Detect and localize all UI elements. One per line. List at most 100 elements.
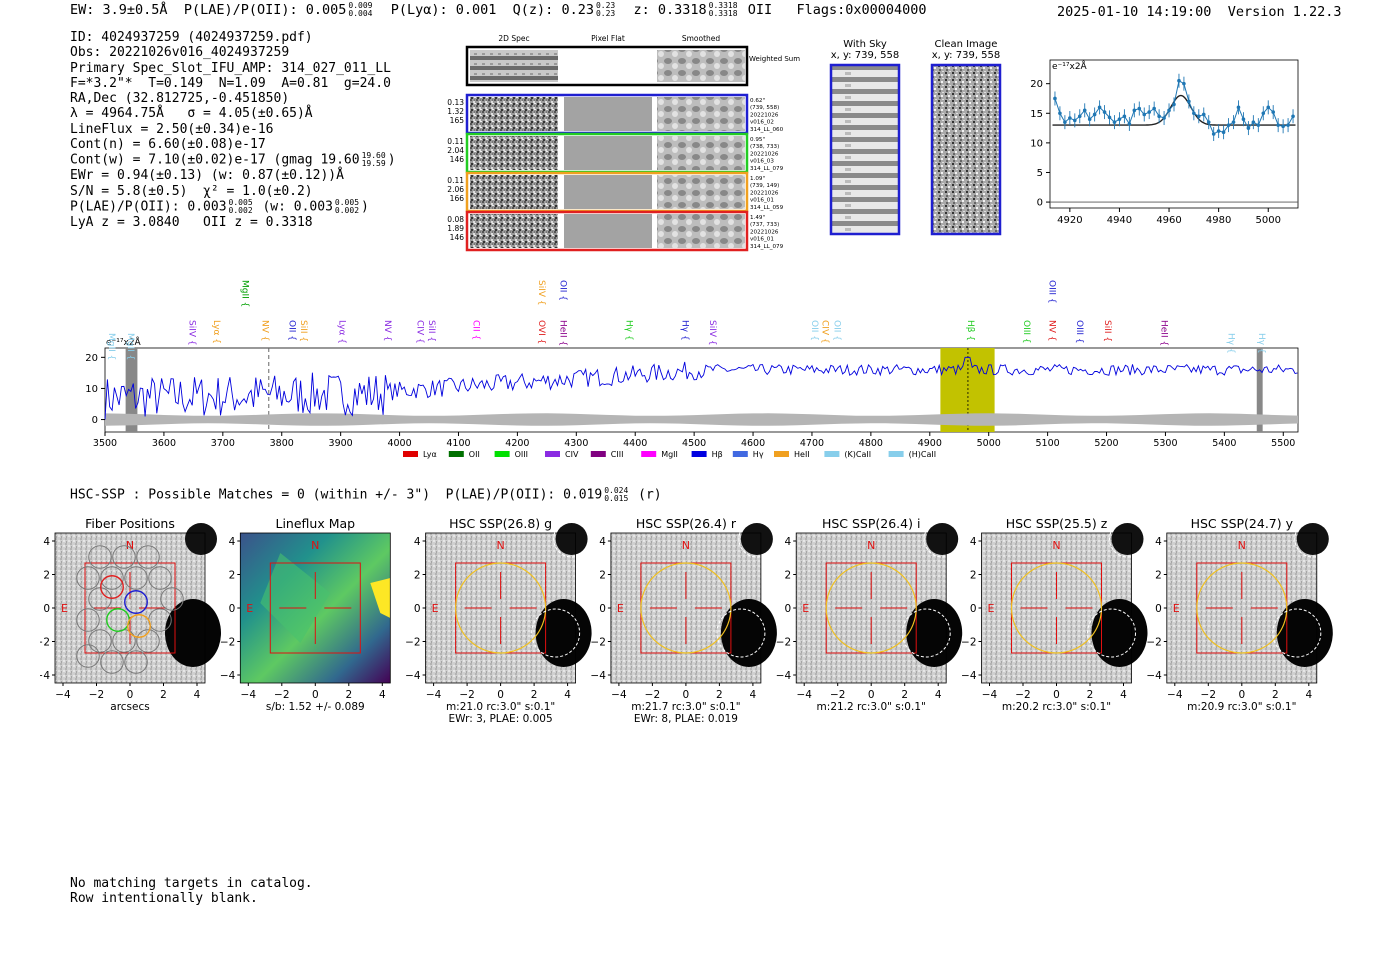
lineflux-peak (370, 578, 391, 618)
bright-source-right (720, 599, 777, 667)
emission-line-label: CIV { (414, 320, 424, 344)
cutout-xtick-label: 0 (312, 689, 319, 701)
spec-row-meta: (739, 558) (750, 105, 779, 111)
east-label: E (802, 602, 809, 615)
cutout-xtick-label: −2 (830, 689, 845, 701)
fiber-circle (100, 566, 124, 590)
cutout-ytick-label: 0 (970, 603, 977, 615)
plae-oii-value: P(LAE)/P(OII): 0.005 (183, 2, 347, 18)
spec-row-smoothed-2 (657, 175, 745, 209)
catalog-ellipse-top (738, 520, 776, 558)
zoom-data-point (1206, 120, 1211, 124)
zoom-data-point (1281, 124, 1285, 129)
zoom-data-point (1177, 78, 1181, 83)
emission-line-label: MgII { (125, 333, 135, 360)
gmag-hi: 19.60 (361, 151, 386, 161)
emission-line-label: NV { (382, 320, 392, 341)
cutout-caption: m:21.0 rc:3.0" s:0.1" (446, 701, 555, 713)
zoom-data-point (1236, 105, 1241, 110)
legend-label: Hβ (712, 450, 723, 459)
spec-row-stat: 2.06 (447, 185, 464, 194)
north-label: N (1238, 539, 1246, 552)
cutout-ytick-label: 4 (599, 536, 606, 548)
fiber-circle (88, 545, 112, 569)
spec-row-meta: 0.62" (750, 98, 765, 104)
zoom-data-point (1251, 120, 1256, 124)
cutout-title: HSC SSP(25.5) z (1006, 516, 1108, 531)
cutout-xtick-label: 2 (901, 689, 908, 701)
spec-row-meta: 20221026 (750, 151, 779, 157)
z-lo: 0.3318 (708, 9, 738, 18)
cutout-xtick-label: −2 (459, 689, 474, 701)
spec-row-stat: 0.08 (447, 215, 464, 224)
hsc-summary-text: HSC-SSP : Possible Matches = 0 (within +… (70, 487, 603, 503)
info-lyaz: LyA z = 3.0840 OII z = 0.3318 (70, 214, 313, 230)
north-label: N (682, 539, 690, 552)
cutout-ytick-label: −2 (1146, 637, 1161, 649)
spec-row-smoothed-3 (657, 214, 745, 248)
full-xtick-label: 5100 (1036, 438, 1060, 449)
zoom-data-point (1226, 123, 1231, 127)
legend-swatch (888, 451, 904, 457)
spec-row-meta: v016_01 (750, 237, 774, 243)
zoom-data-point (1102, 110, 1107, 114)
emission-line-label: SiIV { (707, 320, 717, 346)
spec-row-stat: 0.11 (447, 137, 464, 146)
aperture-circle (1010, 562, 1103, 654)
cutout-xtick-label: 4 (1305, 689, 1312, 701)
east-label: E (432, 602, 439, 615)
legend-swatch (494, 451, 510, 457)
legend-label: Lyα (423, 450, 437, 459)
fiber-circle (100, 650, 124, 674)
legend-swatch (774, 451, 789, 457)
spec-row-meta: 314_LL_079 (750, 166, 784, 172)
zoom-data-point (1117, 117, 1122, 121)
spec-row-stat: 2.04 (447, 146, 464, 155)
cutout-xtick-label: 0 (127, 689, 134, 701)
cutout-ytick-label: −4 (40, 670, 50, 682)
cutout-xtick-label: 2 (1087, 689, 1094, 701)
legend-swatch (403, 451, 418, 457)
info-obs: Obs: 20221026v016_4024937259 (70, 45, 290, 61)
spec-row-stat: 165 (450, 116, 465, 125)
zoom-data-point (1058, 111, 1062, 116)
bright-source-top (926, 523, 959, 555)
zoom-data-point (1137, 106, 1142, 111)
aperture-circle (1196, 562, 1288, 654)
emission-line-label: SiIV { (536, 280, 546, 306)
full-xtick-label: 4300 (564, 438, 588, 449)
full-xtick-label: 5500 (1271, 438, 1295, 449)
cutout-caption: m:21.2 rc:3.0" s:0.1" (817, 701, 926, 713)
full-unit-label: e⁻¹⁷x2Å (106, 336, 142, 348)
spec-row-stat: 1.32 (447, 107, 464, 116)
qz-lo: 0.23 (595, 9, 616, 18)
emission-line-label: Hγ { (679, 320, 689, 341)
zoom-ytick-label: 15 (1030, 109, 1043, 120)
cutout-caption: m:20.9 rc:3.0" s:0.1" (1187, 701, 1296, 713)
cutout-title: Lineflux Map (275, 516, 355, 531)
fiber-circle (148, 566, 172, 590)
hsc-summary-band: (r) (638, 487, 662, 503)
version: Version 1.22.3 (1227, 4, 1342, 20)
info-primary: Primary Spec_Slot_IFU_AMP: 314_027_011_L… (70, 60, 391, 76)
hsc-summary-hi: 0.024 (604, 486, 629, 495)
zoom-data-point (1092, 112, 1097, 117)
fiber-circle (88, 587, 112, 611)
zoom-data-point (1286, 123, 1290, 127)
spec-row-flat-2 (564, 175, 652, 209)
full-xtick-label: 4800 (859, 438, 883, 449)
spec-row-meta: 314_LL_079 (750, 244, 784, 250)
version-stamp: 2025-01-10 14:19:00 Version 1.22.3 (1057, 4, 1342, 20)
spec-row-meta: 314_LL_059 (750, 205, 784, 211)
spec-row-2d-2 (470, 175, 558, 209)
cutout-ytick-label: 0 (1155, 603, 1162, 615)
legend-swatch (590, 451, 606, 457)
info-lineflux: LineFlux = 2.50(±0.34)e-16 (70, 121, 274, 137)
zoom-data-point (1216, 129, 1221, 133)
flags-value: Flags:0x00004000 (796, 2, 927, 18)
cutout-ytick-label: 2 (970, 570, 977, 582)
fiber-selected (124, 590, 148, 614)
weighted-sum-text: Weighted Sum (749, 55, 800, 63)
cutout-ytick-label: 0 (785, 603, 792, 615)
plae-w: (w: 0.003 (262, 199, 333, 215)
